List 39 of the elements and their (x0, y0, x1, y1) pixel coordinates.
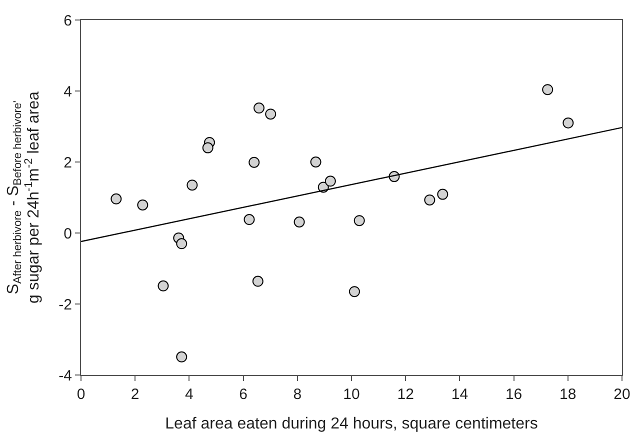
point (542, 84, 554, 96)
point (137, 199, 148, 210)
point (248, 156, 260, 168)
x-tick-label: 2 (130, 386, 140, 403)
point (310, 156, 322, 168)
x-tick-label: 18 (560, 386, 576, 403)
point (437, 188, 448, 200)
x-tick-label: 8 (293, 386, 302, 403)
x-tick-label: 14 (451, 386, 468, 403)
point (562, 117, 574, 128)
point (252, 276, 264, 287)
y-tick-label: 4 (64, 83, 72, 100)
point (348, 286, 360, 298)
y-tick-label: -4 (58, 367, 72, 384)
y-tick-label: 6 (64, 12, 72, 30)
point (176, 238, 188, 250)
point (294, 216, 305, 228)
point (158, 280, 169, 292)
x-tick-label: 20 (614, 386, 630, 403)
y-tick-label: -2 (58, 296, 72, 314)
x-tick-label: 0 (76, 386, 86, 403)
point (354, 215, 365, 226)
point (186, 180, 198, 191)
point (265, 108, 276, 120)
point (176, 351, 188, 362)
point (202, 142, 214, 154)
x-axis-title: Leaf area eaten during 24 hours, square centimeters (165, 416, 538, 433)
point (244, 214, 255, 226)
x-tick-label: 10 (343, 386, 360, 403)
x-tick-label: 4 (185, 386, 194, 403)
point (324, 176, 336, 187)
x-tick-label: 6 (239, 386, 248, 403)
x-tick-label: 16 (505, 386, 522, 403)
x-tick-label: 12 (397, 386, 414, 403)
point (424, 194, 436, 206)
point (110, 193, 122, 204)
y-tick-label: 0 (64, 225, 72, 242)
y-tick-label: 2 (64, 154, 72, 172)
point (253, 102, 264, 114)
